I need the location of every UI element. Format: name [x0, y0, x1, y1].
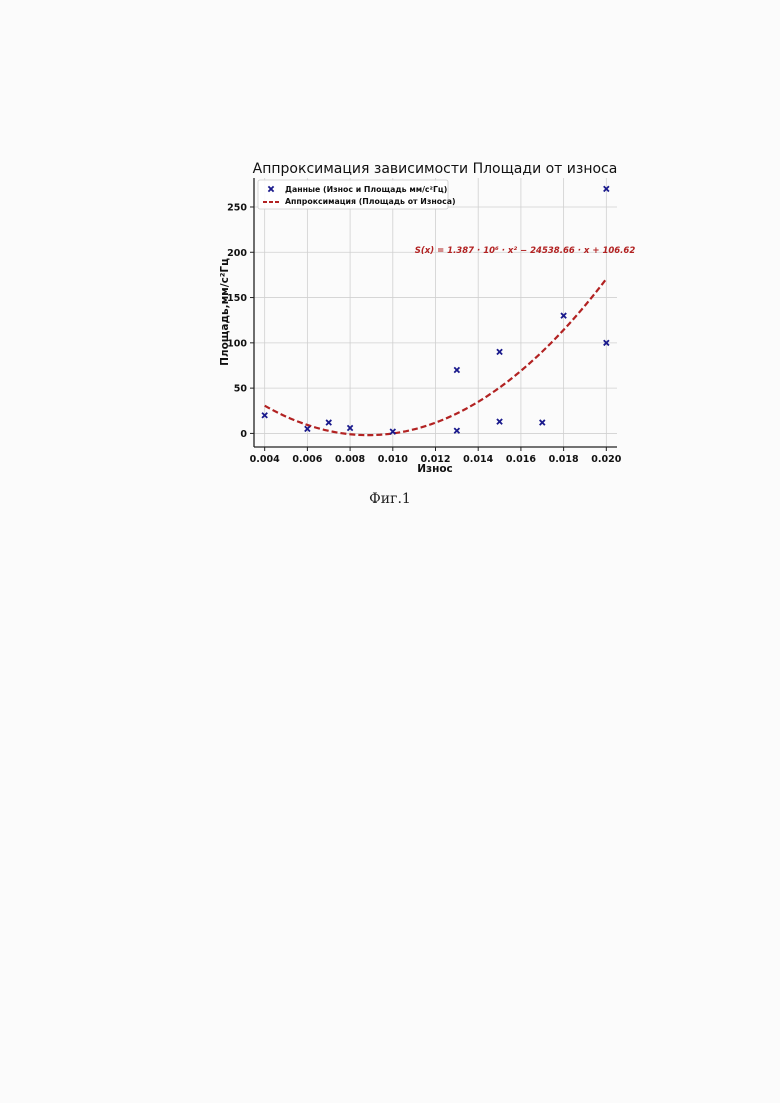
x-tick-label: 0.008 — [335, 454, 365, 465]
legend-entry-data: Данные (Износ и Площадь мм/с²Гц) — [285, 185, 447, 194]
x-tick-label: 0.010 — [378, 454, 408, 465]
y-tick-label: 200 — [227, 248, 247, 259]
legend: Данные (Износ и Площадь мм/с²Гц) Аппрокс… — [258, 180, 456, 209]
figure-caption: Фиг.1 — [0, 491, 780, 507]
legend-entry-fit: Аппроксимация (Площадь от Износа) — [285, 197, 456, 206]
y-tick-label: 150 — [227, 293, 247, 304]
chart-title: Аппроксимация зависимости Площади от изн… — [253, 161, 618, 177]
data-point — [326, 420, 331, 425]
data-point — [497, 419, 502, 424]
y-tick-label: 50 — [234, 384, 248, 395]
data-point — [454, 428, 459, 433]
x-tick-label: 0.016 — [506, 454, 536, 465]
y-axis-label: Площадь,мм/с²Гц — [219, 258, 231, 366]
y-tick-label: 250 — [227, 202, 247, 213]
x-tick-label: 0.020 — [591, 454, 621, 465]
x-tick-label: 0.004 — [250, 454, 280, 465]
x-tick-label: 0.006 — [292, 454, 322, 465]
x-tick-label: 0.014 — [463, 454, 493, 465]
data-point — [454, 367, 459, 372]
grid — [254, 178, 617, 447]
data-point — [540, 420, 545, 425]
x-tick-label: 0.018 — [549, 454, 579, 465]
y-tick-label: 0 — [240, 429, 247, 440]
data-point — [497, 349, 502, 354]
y-tick-label: 100 — [227, 338, 247, 349]
fit-equation: S(x) = 1.387 · 10⁶ · x² − 24538.66 · x +… — [415, 246, 636, 256]
x-tick-label: 0.012 — [420, 454, 450, 465]
